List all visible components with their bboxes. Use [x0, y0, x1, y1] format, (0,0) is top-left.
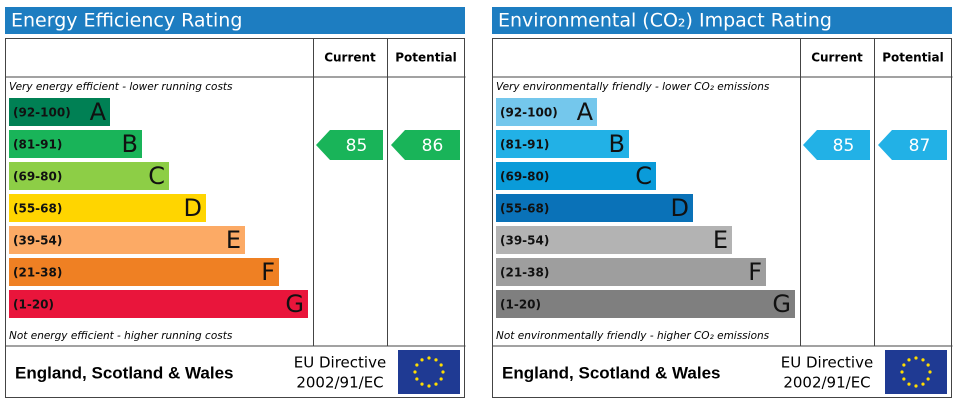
rating-band: [9, 226, 245, 254]
rating-band: [496, 258, 766, 286]
flag-star: [914, 384, 918, 388]
flag-star: [902, 363, 906, 367]
rating-value: 85: [833, 136, 855, 156]
band-letter: B: [609, 130, 625, 158]
column-header: Current: [324, 51, 376, 65]
flag-star: [926, 363, 930, 367]
panel-title: Environmental (CO₂) Impact Rating: [498, 10, 832, 32]
panel-frame: [492, 38, 952, 398]
rating-band: [496, 194, 693, 222]
band-letter: G: [772, 290, 791, 318]
rating-band: [9, 194, 206, 222]
band-letter: E: [226, 226, 241, 254]
flag-star: [413, 370, 417, 374]
flag-star: [928, 370, 932, 374]
rating-arrow: [316, 130, 383, 160]
flag-star: [441, 370, 445, 374]
band-letter: A: [577, 98, 594, 126]
band-range: (92-100): [500, 106, 558, 120]
rating-value: 87: [909, 136, 931, 156]
rating-band: [9, 290, 308, 318]
flag-star: [420, 358, 424, 362]
band-letter: D: [184, 194, 202, 222]
rating-band: [496, 98, 597, 126]
column-header: Current: [811, 51, 863, 65]
rating-band: [9, 258, 279, 286]
flag-star: [902, 377, 906, 381]
panel-frame: [5, 38, 465, 398]
band-range: (1-20): [13, 298, 54, 312]
rating-value: 85: [346, 136, 368, 156]
rating-band: [9, 162, 169, 190]
footer-directive: 2002/91/EC: [296, 374, 383, 392]
rating-band: [496, 130, 629, 158]
band-range: (55-68): [500, 202, 549, 216]
rating-panel: Energy Efficiency Rating Current Potential…: [5, 7, 466, 398]
flag-star: [415, 377, 419, 381]
rating-arrow: [391, 130, 460, 160]
panel-title: Energy Efficiency Rating: [11, 10, 242, 32]
flag-star: [900, 370, 904, 374]
band-letter: F: [748, 258, 762, 286]
flag-star: [907, 358, 911, 362]
top-note: Very environmentally friendly - lower CO…: [496, 81, 770, 93]
flag-star: [427, 356, 431, 360]
footer-directive: EU Directive: [781, 354, 873, 372]
flag-star: [921, 358, 925, 362]
band-range: (21-38): [13, 266, 62, 280]
band-range: (39-54): [13, 234, 62, 248]
band-range: (81-91): [13, 138, 62, 152]
flag-star: [434, 382, 438, 386]
rating-band: [496, 226, 732, 254]
band-letter: B: [122, 130, 138, 158]
flag-star: [439, 377, 443, 381]
flag-star: [415, 363, 419, 367]
rating-band: [496, 162, 656, 190]
band-range: (21-38): [500, 266, 549, 280]
flag-star: [439, 363, 443, 367]
title-bar: [492, 7, 952, 34]
band-letter: D: [671, 194, 689, 222]
bottom-note: Not energy efficient - higher running co…: [9, 330, 233, 342]
bottom-note: Not environmentally friendly - higher CO…: [496, 330, 770, 342]
band-range: (55-68): [13, 202, 62, 216]
band-range: (81-91): [500, 138, 549, 152]
band-range: (39-54): [500, 234, 549, 248]
flag-star: [926, 377, 930, 381]
footer-region: England, Scotland & Wales: [15, 363, 234, 382]
rating-arrow: [803, 130, 870, 160]
flag-star: [914, 356, 918, 360]
footer-directive: 2002/91/EC: [783, 374, 870, 392]
band-letter: E: [713, 226, 728, 254]
rating-band: [9, 98, 110, 126]
band-letter: G: [285, 290, 304, 318]
flag-star: [427, 384, 431, 388]
band-letter: C: [635, 162, 652, 190]
rating-value: 86: [422, 136, 444, 156]
rating-panel: Environmental (CO₂) Impact Rating Current…: [492, 7, 953, 398]
band-letter: F: [261, 258, 275, 286]
flag-star: [420, 382, 424, 386]
band-range: (69-80): [500, 170, 549, 184]
band-range: (92-100): [13, 106, 71, 120]
flag-star: [434, 358, 438, 362]
band-range: (1-20): [500, 298, 541, 312]
rating-band: [496, 290, 795, 318]
band-range: (69-80): [13, 170, 62, 184]
rating-arrow: [878, 130, 947, 160]
column-header: Potential: [395, 51, 457, 65]
footer-directive: EU Directive: [294, 354, 386, 372]
column-header: Potential: [882, 51, 944, 65]
title-bar: [5, 7, 465, 34]
band-letter: C: [148, 162, 165, 190]
flag-star: [921, 382, 925, 386]
rating-band: [9, 130, 142, 158]
top-note: Very energy efficient - lower running co…: [9, 81, 233, 93]
footer-region: England, Scotland & Wales: [502, 363, 721, 382]
band-letter: A: [90, 98, 107, 126]
flag-star: [907, 382, 911, 386]
